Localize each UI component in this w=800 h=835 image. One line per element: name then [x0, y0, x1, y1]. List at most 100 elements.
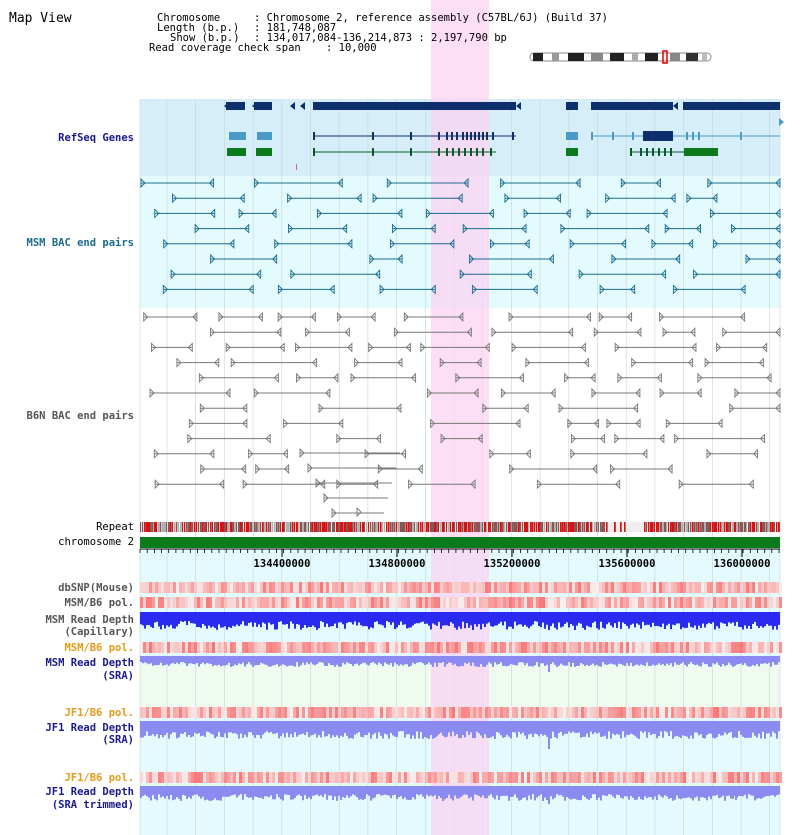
jf1-trimmed-depth-bar: [328, 786, 330, 796]
jf1-trimmed-depth-bar: [490, 786, 492, 795]
track-label-b6n-bac[interactable]: B6N BAC end pairs: [27, 410, 134, 422]
track-label-jf1-b6-pol-trimmed[interactable]: JF1/B6 pol.: [64, 772, 134, 784]
msm-sra-depth-bar: [506, 656, 508, 667]
jf1-trimmed-depth-bar: [236, 786, 238, 798]
jf1-trimmed-depth-bar: [444, 786, 446, 800]
chromosome-ideogram[interactable]: [529, 50, 712, 64]
msm-capillary-depth-bar: [162, 612, 164, 625]
jf1-b6-pol-cell: [446, 707, 449, 718]
repeat-element: [146, 522, 148, 532]
repeat-element: [584, 522, 586, 532]
track-label-repeat[interactable]: Repeat: [96, 521, 134, 533]
jf1-b6-pol-cell: [761, 707, 764, 718]
msm-capillary-depth-bar: [256, 612, 258, 627]
msm-capillary-depth-bar: [404, 612, 406, 625]
msm-capillary-depth-bar: [338, 612, 340, 623]
msm-capillary-depth-bar: [302, 612, 304, 628]
track-label-jf1-depth-sra[interactable]: JF1 Read Depth: [45, 722, 134, 734]
jf1-b6-trimmed-pol-cell: [536, 772, 539, 783]
jf1-b6-pol-cell: [695, 707, 698, 718]
dbsnp-cell: [335, 582, 338, 593]
jf1-trimmed-depth-bar: [188, 786, 190, 798]
repeat-track-bar[interactable]: [140, 522, 780, 532]
track-label-chromosome[interactable]: chromosome 2: [58, 536, 134, 548]
b6n-bac-pair-end: [580, 342, 586, 353]
b6n-bac-pair-end: [674, 433, 680, 444]
jf1-sra-depth-bar: [162, 721, 164, 738]
jf1-b6-trimmed-pol-cell: [296, 772, 299, 783]
jf1-b6-pol-cell: [515, 707, 518, 718]
b6n-bac-pair-end: [739, 311, 746, 323]
msm-b6-sra-pol-cell: [611, 642, 614, 653]
jf1-trimmed-depth-bar: [670, 786, 672, 798]
msm-b6-sra-pol-cell: [494, 642, 497, 653]
msm-sra-depth-bar: [436, 656, 438, 667]
track-label-refseq-genes[interactable]: RefSeq Genes: [58, 132, 134, 144]
track-label-msm-bac[interactable]: MSM BAC end pairs: [27, 237, 134, 249]
track-label-jf1-b6-pol[interactable]: JF1/B6 pol.: [64, 707, 134, 719]
dbsnp-cell: [311, 582, 314, 593]
msm-capillary-depth-bar: [694, 612, 696, 626]
track-label-msm-depth-capillary[interactable]: MSM Read Depth: [45, 614, 134, 626]
track-label-dbsnp[interactable]: dbSNP(Mouse): [58, 582, 134, 594]
msm-capillary-depth-bar: [308, 612, 310, 627]
msm-b6-sra-pol-cell: [335, 642, 338, 653]
jf1-trimmed-depth-bar: [726, 786, 728, 796]
chromosome-bar[interactable]: [140, 537, 780, 548]
jf1-trimmed-depth-bar: [302, 786, 304, 801]
repeat-element: [446, 522, 448, 532]
jf1-sra-depth-bar: [288, 721, 290, 738]
msm-capillary-depth-bar: [324, 612, 326, 627]
repeat-element: [692, 522, 694, 532]
dbsnp-cell: [230, 582, 233, 593]
msm-sra-depth-bar: [756, 656, 758, 664]
jf1-b6-pol-cell: [689, 707, 692, 718]
msm-capillary-depth-bar: [394, 612, 396, 630]
jf1-trimmed-depth-bar: [390, 786, 392, 799]
dbsnp-cell: [662, 582, 665, 593]
jf1-trimmed-depth-bar: [576, 786, 578, 800]
msm-capillary-depth-bar: [218, 612, 220, 625]
msm-capillary-depth-bar: [196, 612, 198, 627]
jf1-b6-trimmed-pol-cell: [746, 772, 749, 783]
jf1-trimmed-depth-bar: [770, 786, 772, 796]
dbsnp-cell: [590, 582, 593, 593]
jf1-sra-depth-bar: [496, 721, 498, 732]
dbsnp-cell: [653, 582, 656, 593]
jf1-b6-trimmed-pol-cell: [455, 772, 458, 783]
msm-capillary-depth-bar: [414, 612, 416, 624]
msm-b6-sra-pol-cell: [182, 642, 185, 653]
msm-capillary-depth-bar: [602, 612, 604, 628]
msm-b6-sra-pol-cell: [725, 642, 728, 653]
msm-capillary-depth-bar: [660, 612, 662, 628]
jf1-b6-pol-cell: [284, 707, 287, 718]
msm-b6-sra-pol-cell: [692, 642, 695, 653]
jf1-b6-pol-cell: [365, 707, 368, 718]
msm-b6-sra-pol-cell: [590, 642, 593, 653]
jf1-sra-depth-bar: [560, 721, 562, 732]
dbsnp-cell: [737, 582, 740, 593]
msm-capillary-depth-bar: [596, 612, 598, 629]
track-label-msm-depth-sra[interactable]: MSM Read Depth: [45, 657, 134, 669]
track-label-jf1-depth-trimmed[interactable]: JF1 Read Depth: [45, 786, 134, 798]
jf1-b6-trimmed-pol-cell: [446, 772, 449, 783]
msm-b6-sra-pol-cell: [278, 642, 281, 653]
msm-sra-depth-bar: [404, 656, 406, 665]
repeat-element: [230, 522, 233, 532]
jf1-trimmed-depth-bar: [572, 786, 574, 799]
msm-sra-depth-bar: [402, 656, 404, 666]
msm-b6-sra-pol-cell: [515, 642, 518, 653]
msm-sra-depth-bar: [768, 656, 770, 663]
msm-capillary-depth-bar: [750, 612, 752, 629]
repeat-element: [766, 522, 768, 532]
jf1-sra-depth-bar: [748, 721, 750, 738]
jf1-b6-pol-cell: [416, 707, 419, 718]
jf1-b6-trimmed-pol-cell: [260, 772, 263, 783]
info-chromosome-value: : Chromosome 2, reference assembly (C57B…: [254, 12, 608, 24]
track-label-msm-b6-pol[interactable]: MSM/B6 pol.: [64, 597, 134, 609]
jf1-b6-trimmed-pol-cell: [596, 772, 599, 783]
track-label-msm-b6-pol-sra[interactable]: MSM/B6 pol.: [64, 642, 134, 654]
jf1-trimmed-depth-bar: [422, 786, 424, 797]
jf1-trimmed-depth-bar: [198, 786, 200, 797]
